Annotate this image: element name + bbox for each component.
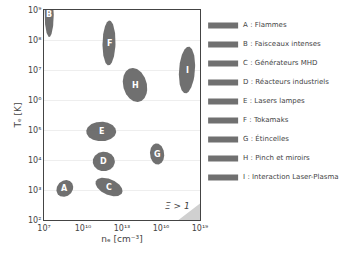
svg-text:A: A [61, 184, 68, 193]
svg-text:10⁷: 10⁷ [37, 224, 50, 233]
svg-text:10¹⁹: 10¹⁹ [192, 224, 209, 233]
svg-text:10¹⁰: 10¹⁰ [75, 224, 92, 233]
svg-text:Tₑ [K]: Tₑ [K] [13, 102, 23, 128]
svg-text:A : Flammes: A : Flammes [243, 21, 287, 29]
svg-text:10⁶: 10⁶ [28, 96, 41, 105]
svg-text:10²: 10² [28, 216, 41, 225]
svg-text:B : Faisceaux intenses: B : Faisceaux intenses [243, 40, 321, 48]
svg-text:I : Interaction Laser-Plasma: I : Interaction Laser-Plasma [243, 173, 338, 181]
svg-text:10³: 10³ [28, 186, 41, 195]
svg-text:D: D [100, 157, 107, 166]
svg-text:G : Étincelles: G : Étincelles [243, 134, 289, 143]
svg-text:10¹³: 10¹³ [114, 224, 131, 233]
svg-text:C : Générateurs MHD: C : Générateurs MHD [243, 59, 317, 67]
svg-text:I: I [186, 66, 189, 75]
svg-text:F: F [107, 39, 112, 48]
svg-text:G: G [154, 150, 161, 159]
svg-text:nₑ [cm⁻³]: nₑ [cm⁻³] [101, 234, 142, 244]
svg-text:10⁹: 10⁹ [28, 6, 41, 15]
svg-text:C: C [106, 183, 112, 192]
svg-text:10⁵: 10⁵ [28, 126, 41, 135]
svg-text:H : Pinch et miroirs: H : Pinch et miroirs [243, 154, 310, 162]
svg-text:E : Lasers lampes: E : Lasers lampes [243, 97, 305, 105]
svg-text:Ξ > 1: Ξ > 1 [165, 201, 190, 211]
svg-text:10¹⁶: 10¹⁶ [153, 224, 170, 233]
svg-text:10⁷: 10⁷ [28, 66, 41, 75]
svg-text:D : Réacteurs industriels: D : Réacteurs industriels [243, 78, 329, 86]
svg-text:E: E [99, 127, 104, 136]
svg-text:10⁸: 10⁸ [28, 36, 41, 45]
svg-text:H: H [132, 81, 139, 90]
svg-text:10⁴: 10⁴ [28, 156, 41, 165]
svg-text:F : Tokamaks: F : Tokamaks [243, 116, 289, 124]
svg-text:B: B [46, 10, 52, 19]
